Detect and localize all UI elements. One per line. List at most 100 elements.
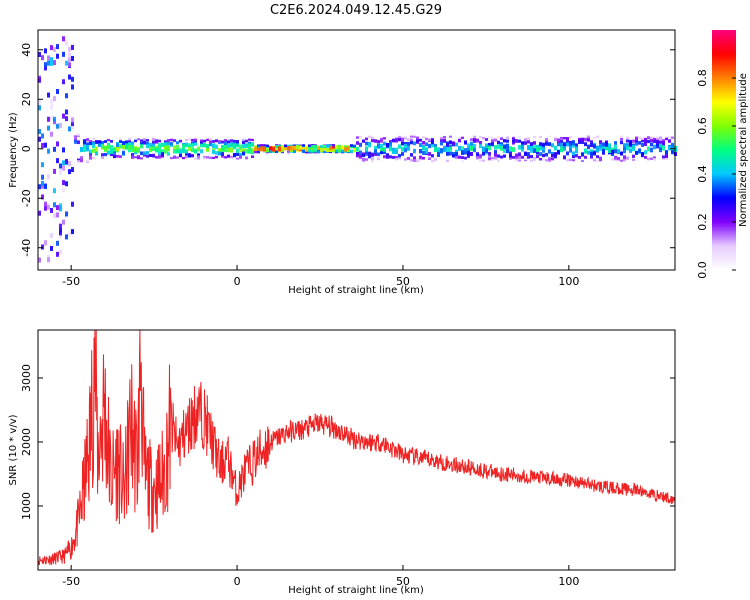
spectrogram-cell — [488, 151, 491, 156]
spectrogram-cell — [263, 144, 266, 147]
spectrogram-cell — [455, 155, 458, 159]
spectrogram-cell — [263, 146, 266, 152]
y-tick-label: 1000 — [20, 492, 33, 520]
spectrogram-cell — [188, 145, 191, 151]
spectrogram-cell — [152, 146, 155, 152]
spectrogram-cell — [377, 157, 380, 161]
spectrogram-cell — [605, 140, 608, 144]
spectrogram-cell — [632, 154, 635, 158]
spectrogram-cell — [524, 138, 527, 142]
spectrogram-cell — [77, 140, 80, 145]
colorbar-tick-label: 0.0 — [696, 261, 709, 279]
spectrogram-cell — [557, 142, 560, 147]
spectrogram-cell — [311, 149, 314, 153]
spectrogram-cell — [170, 141, 173, 146]
spectrogram-cell — [479, 143, 482, 149]
spectrogram-cell — [224, 143, 227, 148]
spectrogram-cell — [56, 240, 59, 246]
spectrogram-cell — [461, 156, 464, 160]
spectrogram-cell — [473, 147, 476, 153]
spectrogram-cell — [494, 156, 497, 160]
spectrogram-cell — [425, 137, 428, 141]
spectrogram-cell — [560, 142, 563, 147]
spectrogram-cell — [416, 158, 419, 162]
spectrogram-cell — [629, 148, 632, 153]
spectrogram-cell — [596, 155, 599, 159]
spectrogram-cell — [113, 151, 116, 156]
spectrogram-cell — [554, 152, 557, 156]
spectrogram-cell — [131, 153, 134, 157]
spectrogram-cell — [536, 155, 539, 159]
spectrogram-cell — [413, 156, 416, 160]
spectrogram-cell — [89, 153, 92, 157]
spectrogram-cell — [380, 146, 383, 152]
spectrogram-cell — [593, 136, 596, 140]
spectrogram-cell — [68, 52, 71, 58]
spectrogram-cell — [56, 44, 59, 50]
spectrogram-cell — [413, 141, 416, 146]
spectrogram-cell — [641, 142, 644, 147]
spectrogram-cell — [230, 143, 233, 148]
spectrogram-cell — [662, 155, 665, 159]
spectrogram-cell — [110, 152, 113, 157]
spectrogram-cell — [38, 129, 41, 135]
spectrogram-cell — [59, 233, 62, 239]
spectrogram-cell — [110, 148, 113, 153]
spectrogram-cell — [338, 145, 341, 149]
spectrogram-cell — [527, 155, 530, 159]
spectrogram-cell — [230, 155, 233, 159]
spectrogram-cell — [44, 65, 47, 71]
spectrogram-cell — [473, 137, 476, 141]
spectrogram-cell — [494, 145, 497, 150]
spectrogram-cell — [560, 136, 563, 140]
spectrogram-cell — [383, 155, 386, 159]
spectrogram-cell — [302, 150, 305, 153]
spectrogram-cell — [278, 146, 281, 152]
spectrogram-cell — [473, 139, 476, 143]
spectrogram-cell — [650, 142, 653, 147]
spectrogram-cell — [104, 146, 107, 152]
spectrogram-cell — [401, 152, 404, 156]
spectrogram-cell — [188, 138, 191, 141]
x-tick-label: -50 — [62, 275, 80, 288]
spectrogram-cell — [65, 211, 68, 217]
spectrogram-cell — [557, 139, 560, 143]
spectrogram-cell — [272, 146, 275, 152]
spectrogram-cell — [440, 148, 443, 153]
spectrogram-cell — [389, 140, 392, 144]
spectrogram-cell — [251, 142, 254, 147]
y-tick-label: 2000 — [20, 428, 33, 456]
spectrogram-cell — [422, 136, 425, 139]
spectrogram-cell — [371, 136, 374, 139]
x-tick-label: -50 — [62, 575, 80, 588]
spectrogram-cell — [155, 147, 158, 153]
figure-title: C2E6.2024.049.12.45.G29 — [270, 3, 442, 18]
spectrogram-cell — [149, 142, 152, 147]
spectrogram-cell — [221, 144, 224, 150]
spectrogram-cell — [197, 153, 200, 157]
spectrogram-cell — [314, 149, 317, 153]
spectrogram-cell — [356, 136, 359, 139]
spectrogram-cell — [191, 138, 194, 142]
colorbar-ticks: 0.0 0.2 0.4 0.6 0.8 — [696, 69, 736, 279]
spectrogram-cell — [407, 141, 410, 146]
spectrogram-cell — [365, 152, 368, 156]
spectrogram-cell — [68, 160, 71, 166]
spectrogram-cell — [62, 51, 65, 57]
spectrogram-cell — [65, 181, 68, 187]
spectrogram-cell — [470, 141, 473, 146]
spectrogram-cell — [257, 145, 260, 151]
spectrogram-cell — [506, 148, 509, 153]
spectrogram-cell — [146, 139, 149, 142]
spectrogram-cell — [500, 137, 503, 140]
spectrogram-cell — [575, 154, 578, 158]
spectrogram-cell — [623, 148, 626, 154]
spectrogram-cell — [629, 142, 632, 147]
spectrogram-cell — [500, 155, 503, 159]
spectrogram-cell — [530, 148, 533, 153]
spectrogram-cell — [335, 149, 338, 153]
spectrogram-cell — [137, 157, 140, 160]
spectrogram-cell — [233, 154, 236, 158]
spectrogram-cell — [359, 150, 362, 155]
spectrogram-cell — [497, 140, 500, 145]
